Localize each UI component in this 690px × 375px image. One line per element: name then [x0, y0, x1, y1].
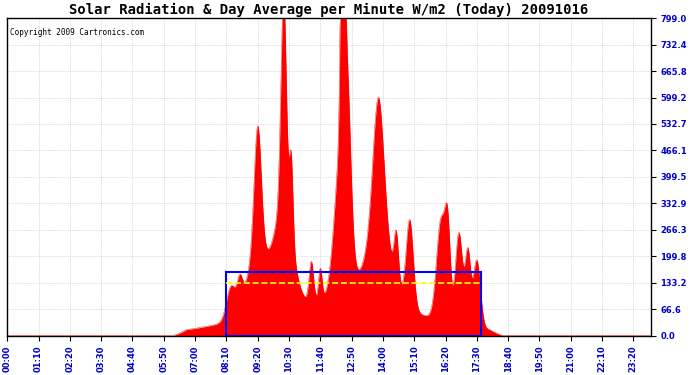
Text: Copyright 2009 Cartronics.com: Copyright 2009 Cartronics.com: [10, 28, 145, 37]
Title: Solar Radiation & Day Average per Minute W/m2 (Today) 20091016: Solar Radiation & Day Average per Minute…: [70, 3, 589, 17]
Bar: [226, 272, 481, 336]
